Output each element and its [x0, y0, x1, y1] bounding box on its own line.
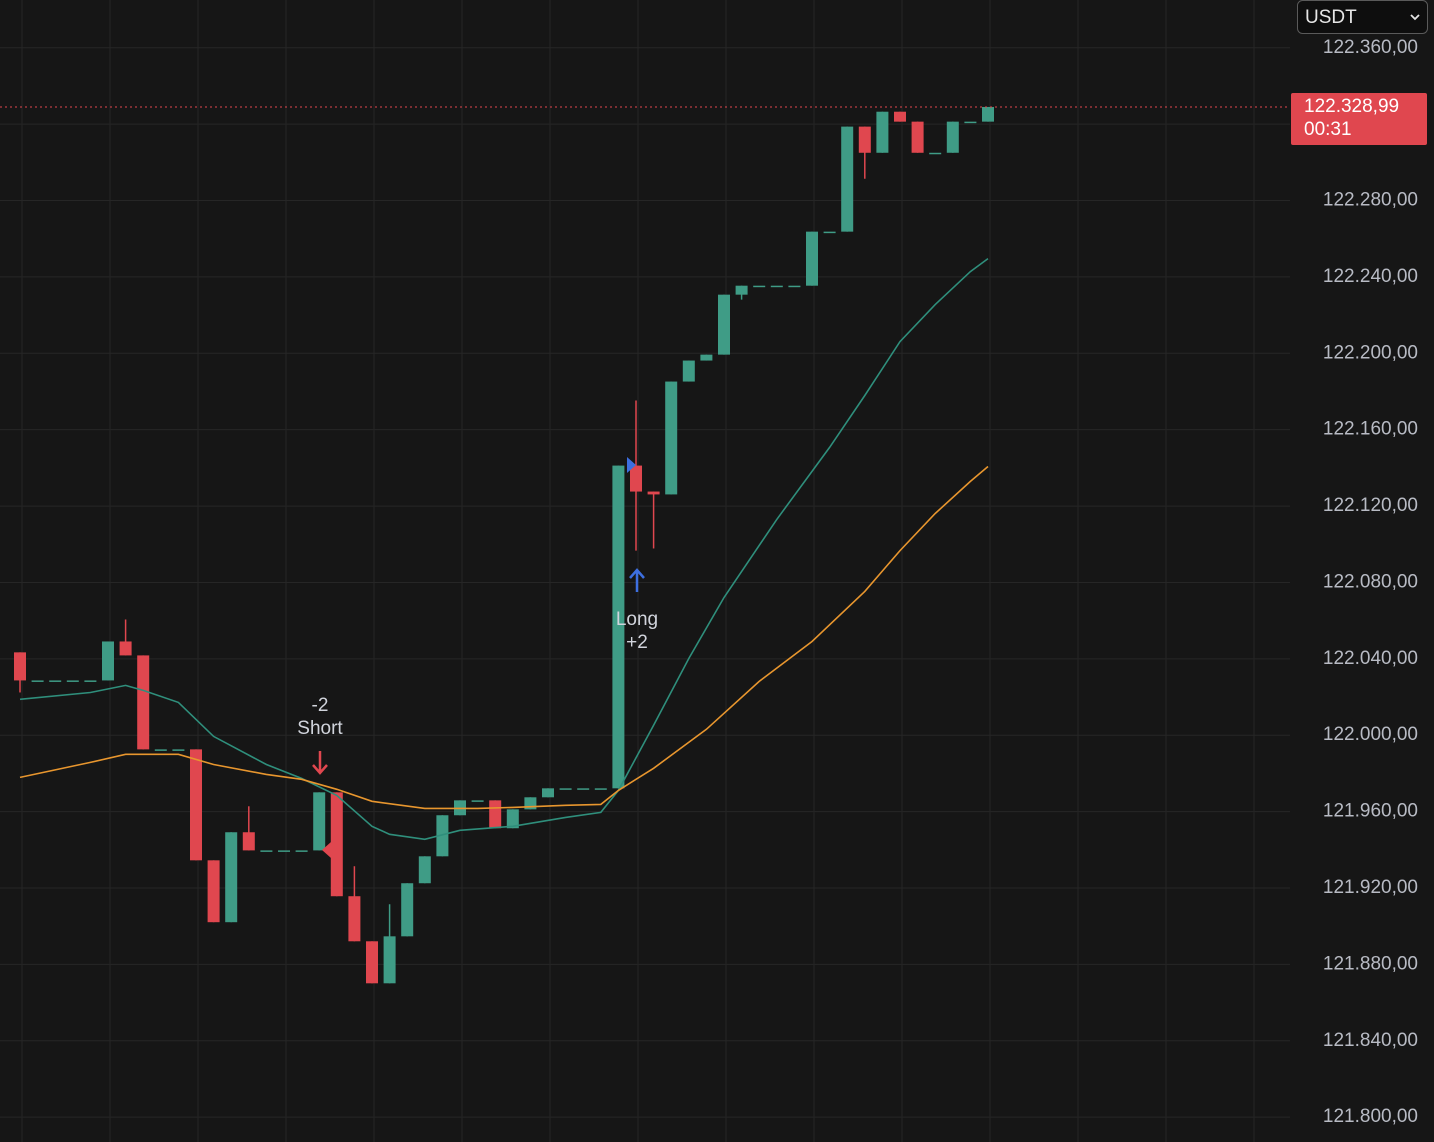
moving-average-line: [19, 257, 989, 841]
countdown-text: 00:31: [1304, 119, 1352, 140]
y-tick-label: 121.920,00: [1323, 877, 1418, 898]
candle-body: [348, 896, 361, 942]
candle-body: [700, 354, 713, 361]
candle-body: [154, 749, 167, 751]
moving-average-line: [19, 465, 989, 810]
candle-body: [119, 641, 132, 656]
candle-body: [735, 285, 748, 295]
candle-body: [559, 788, 572, 790]
candle-body: [66, 680, 79, 682]
candle-body: [102, 641, 114, 681]
candle-body: [225, 832, 238, 923]
trade-label: Short: [297, 718, 343, 739]
y-tick-label: 122.080,00: [1323, 571, 1418, 592]
candle-body: [753, 285, 766, 288]
candle-body: [770, 285, 783, 288]
candle-body: [84, 680, 97, 682]
candle-body: [295, 850, 308, 852]
candle-body: [630, 465, 642, 492]
trade-qty: -2: [312, 695, 329, 716]
currency-label[interactable]: USDT: [1305, 7, 1357, 28]
last-price-box: [1291, 92, 1427, 145]
candle-body: [964, 121, 977, 124]
trade-qty: +2: [626, 632, 648, 653]
candle-body: [577, 788, 590, 790]
y-tick-label: 122.200,00: [1323, 342, 1418, 363]
buy-marker: [627, 457, 636, 473]
candle-body: [788, 285, 801, 288]
candle-body: [207, 860, 220, 923]
y-tick-label: 121.840,00: [1323, 1030, 1418, 1051]
candle-body: [137, 655, 150, 750]
candle-body: [172, 749, 185, 751]
trade-label: Long: [616, 609, 658, 630]
y-tick-label: 121.800,00: [1323, 1106, 1418, 1127]
candle-body: [31, 680, 44, 682]
candle-body: [242, 832, 255, 851]
candle-body: [542, 788, 554, 798]
candle-body: [982, 106, 994, 122]
sell-marker: [322, 842, 331, 858]
candle-body: [806, 231, 818, 286]
candle-body: [612, 465, 625, 789]
currency-select[interactable]: USDT: [1297, 0, 1428, 34]
candle-body: [894, 111, 906, 122]
candle-body: [682, 360, 695, 382]
y-tick-label: 122.000,00: [1323, 724, 1418, 745]
candle-body: [929, 152, 942, 155]
candle-body: [946, 121, 959, 153]
overlay: -2 Short Long +2: [297, 457, 658, 858]
candle-body: [718, 294, 730, 355]
y-tick-label: 122.040,00: [1323, 648, 1418, 669]
candle-body: [911, 121, 924, 153]
currency-select-box[interactable]: [1297, 0, 1428, 34]
candle-body: [313, 792, 326, 851]
candle-body: [401, 883, 414, 937]
candle-body: [278, 850, 290, 852]
last-price-text: 122.328,99: [1304, 96, 1399, 117]
candle-body: [841, 126, 854, 232]
candle-body: [190, 749, 202, 861]
grid: [0, 0, 1290, 1142]
y-tick-label: 121.880,00: [1323, 953, 1418, 974]
candle-body: [330, 792, 343, 897]
chevron-icon[interactable]: [1410, 14, 1420, 21]
y-tick-label: 122.360,00: [1323, 37, 1418, 58]
y-tick-label: 121.960,00: [1323, 801, 1418, 822]
plot-area: [0, 106, 1290, 984]
candle-body: [436, 815, 449, 857]
candle-body: [489, 800, 502, 829]
y-tick-label: 122.120,00: [1323, 495, 1418, 516]
candle-body: [647, 491, 660, 495]
price-axis: 122.360,00122.320,00122.280,00122.240,00…: [1323, 37, 1418, 1127]
candle-body: [858, 126, 871, 153]
candle-body: [665, 381, 678, 495]
candle-body: [876, 111, 889, 153]
y-tick-label: 122.240,00: [1323, 266, 1418, 287]
y-tick-label: 122.280,00: [1323, 190, 1418, 211]
short-arrow: [312, 751, 328, 775]
candle-body: [823, 231, 836, 234]
candle-body: [594, 788, 607, 790]
long-arrow: [629, 568, 645, 592]
candle-body: [383, 936, 396, 984]
y-tick-label: 122.160,00: [1323, 419, 1418, 440]
candle-body: [366, 941, 378, 984]
candle-body: [49, 680, 62, 682]
candle-body: [14, 652, 26, 681]
candle-body: [260, 850, 273, 852]
candle-body: [471, 800, 484, 802]
candle-body: [418, 856, 431, 884]
candle-body: [506, 809, 519, 829]
